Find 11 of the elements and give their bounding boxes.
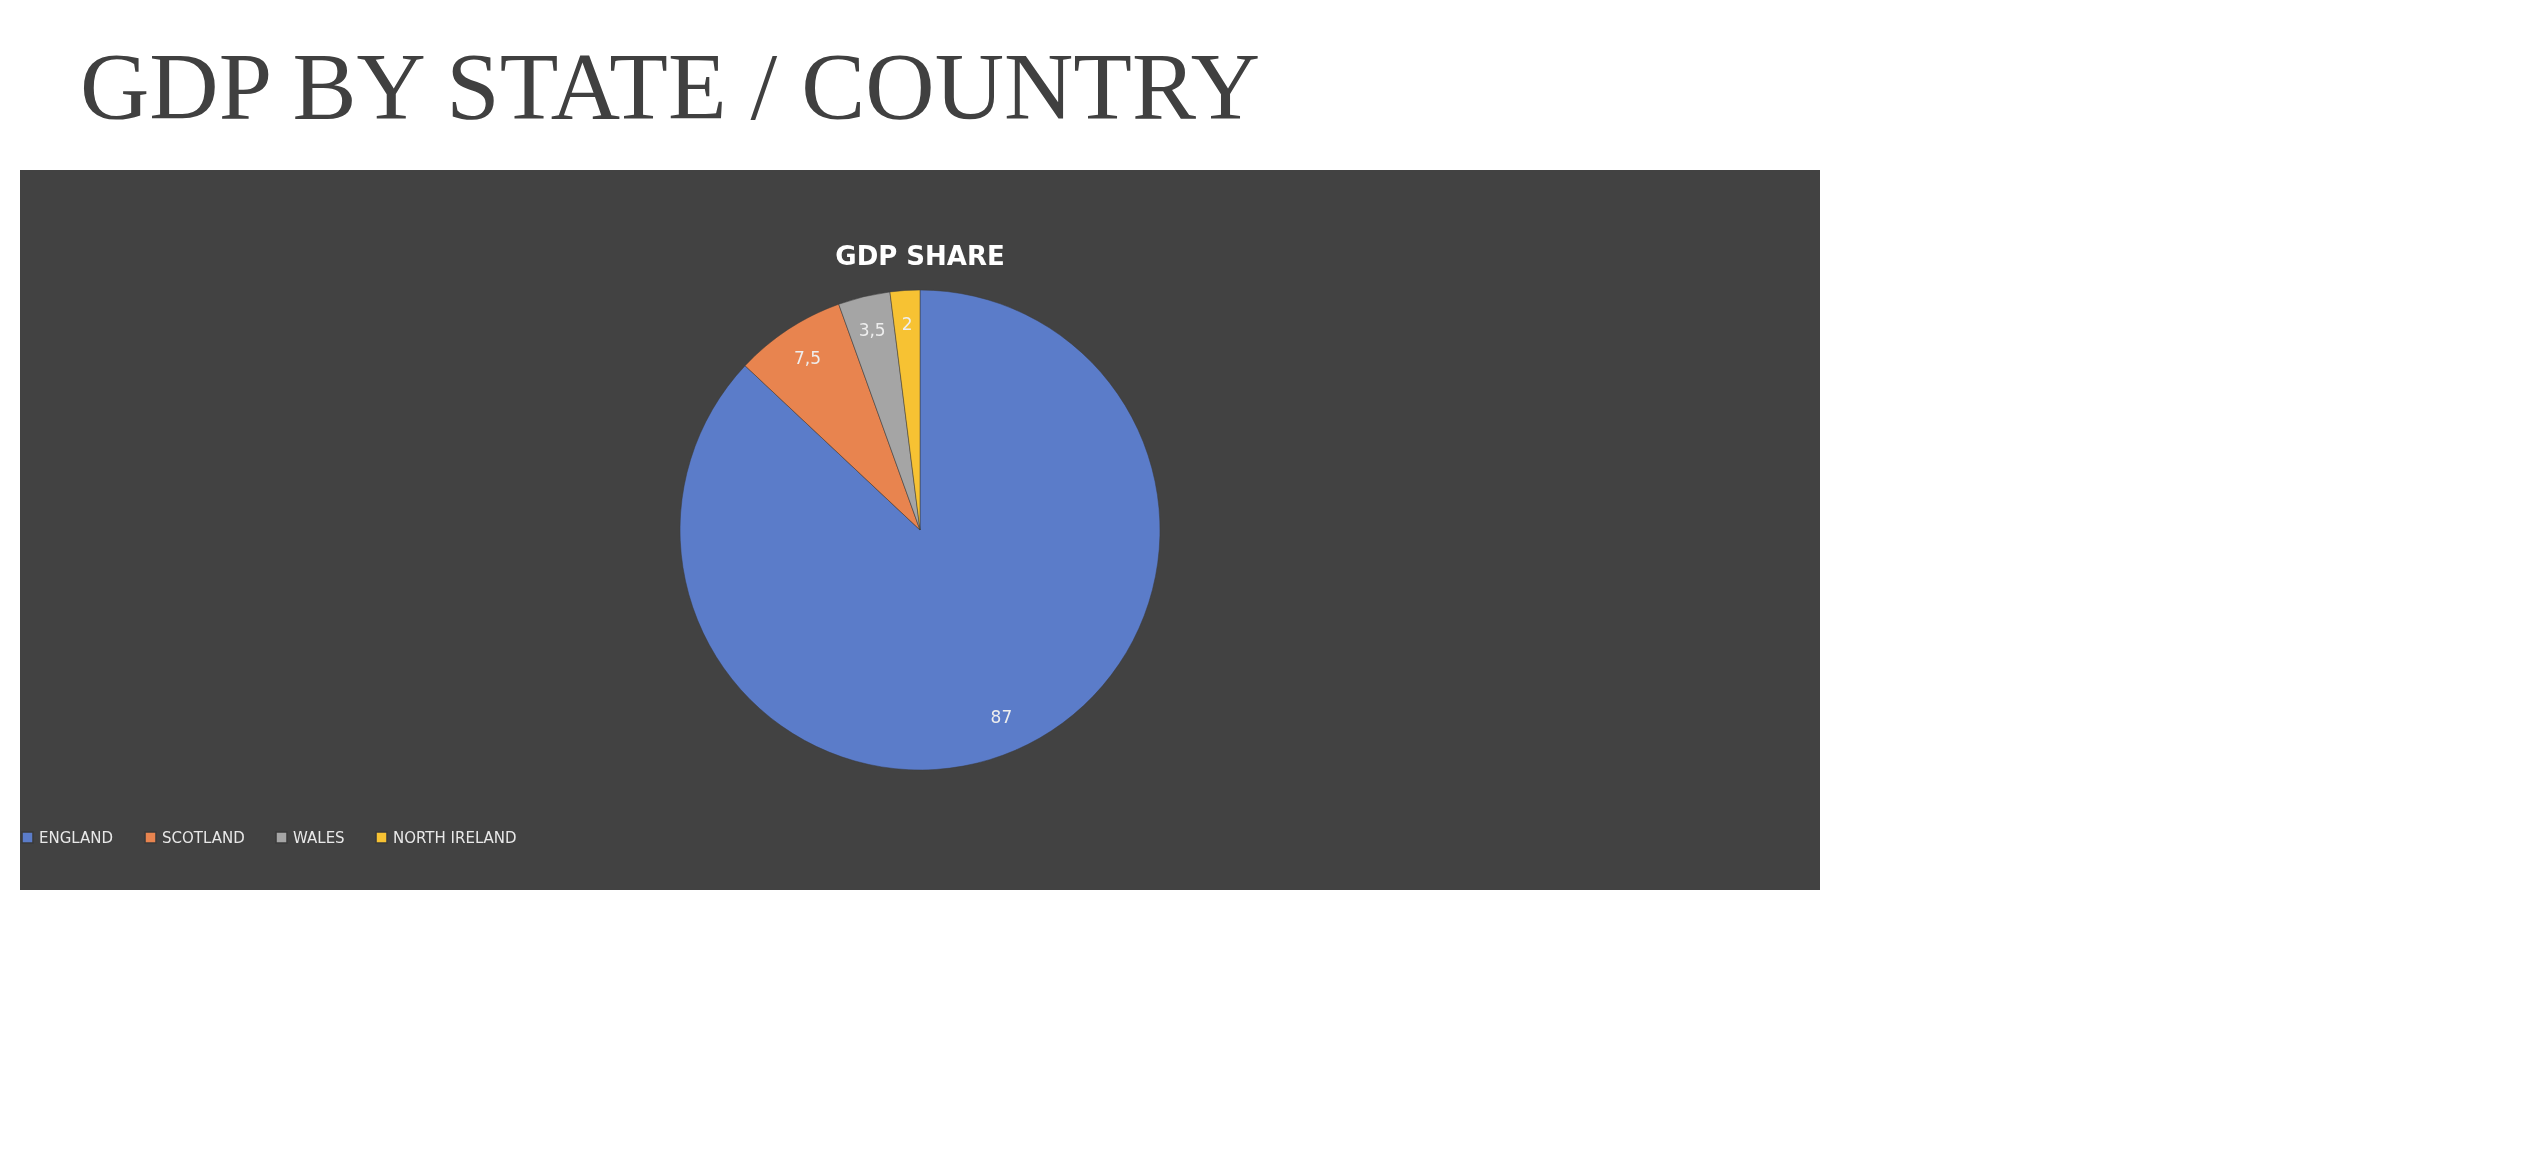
data-label: 2: [901, 314, 913, 335]
legend-label: NORTH IRELAND: [393, 828, 517, 847]
data-label: 87: [990, 707, 1013, 728]
legend-label: WALES: [293, 828, 345, 847]
data-label: 7,5: [793, 347, 821, 368]
legend-label: SCOTLAND: [162, 828, 245, 847]
pie-slice: [679, 289, 1160, 771]
chart-title: GDP BY STATE / COUNTRY: [80, 33, 1260, 140]
data-label: 3,5: [858, 319, 886, 340]
legend-label: ENGLAND: [39, 828, 114, 847]
chart-subtitle: GDP SHARE: [835, 241, 1005, 271]
